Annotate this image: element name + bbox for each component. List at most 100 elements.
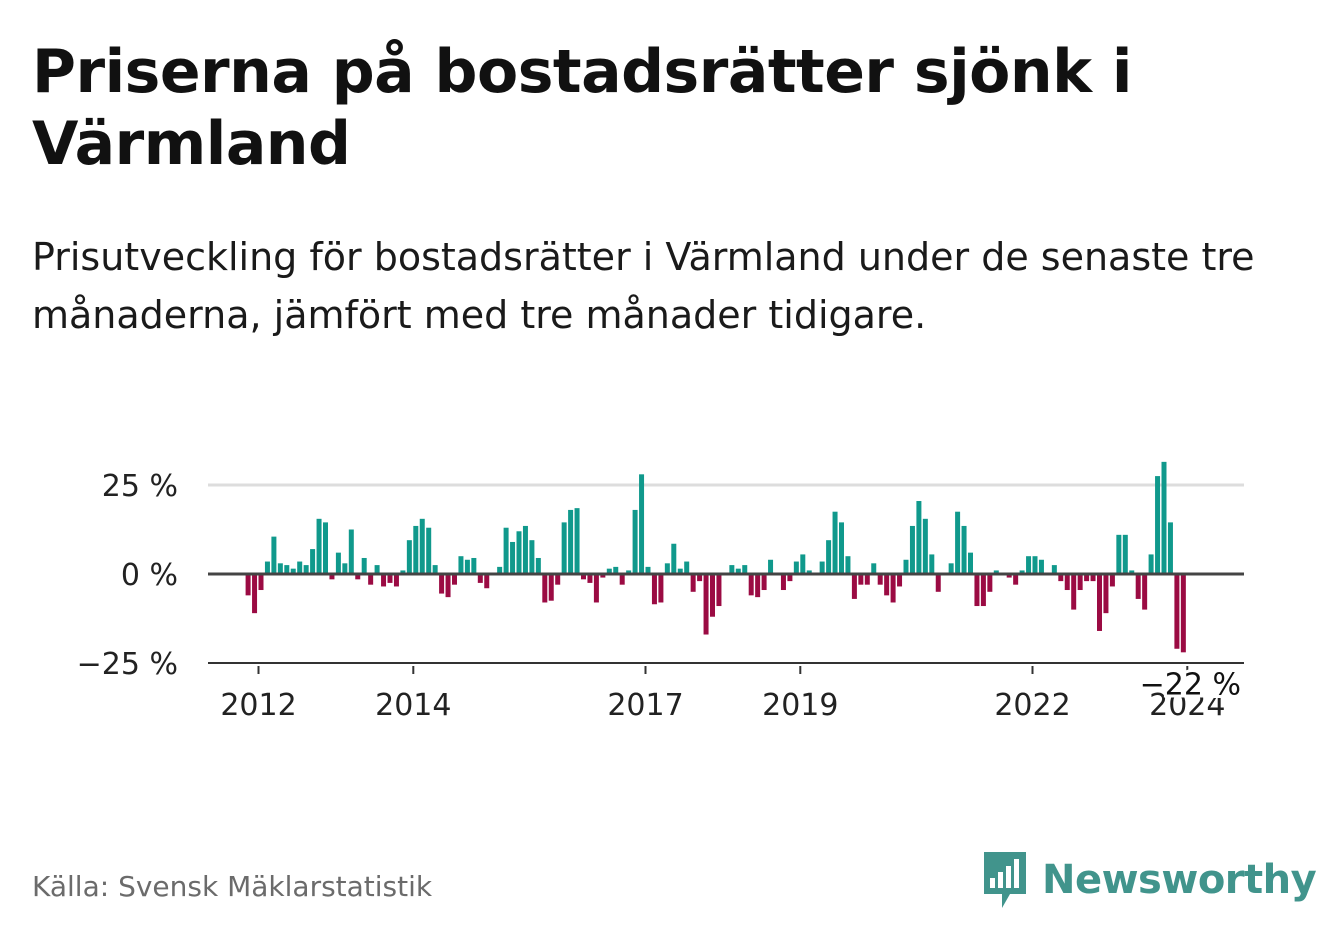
- bar: [477, 574, 483, 583]
- bar: [361, 557, 367, 574]
- bar: [316, 518, 322, 574]
- bar: [1051, 565, 1057, 574]
- bar: [1142, 574, 1148, 610]
- bar: [310, 549, 316, 574]
- bar: [716, 574, 722, 607]
- bar: [884, 574, 890, 596]
- bar: [348, 529, 354, 574]
- bar: [1109, 574, 1115, 587]
- bar: [303, 565, 309, 574]
- source-credit: Källa: Svensk Mäklarstatistik: [32, 870, 433, 903]
- bar: [632, 509, 638, 574]
- bar: [374, 565, 380, 574]
- bar: [703, 574, 709, 635]
- bar: [548, 574, 554, 601]
- bar: [961, 525, 967, 574]
- brand-name: Newsworthy: [1042, 857, 1317, 903]
- bar: [800, 554, 806, 574]
- bar: [471, 557, 477, 574]
- bar: [839, 522, 844, 574]
- bar: [613, 566, 619, 574]
- bar: [897, 574, 903, 587]
- bar: [619, 574, 625, 585]
- bar: [974, 574, 980, 607]
- bar: [510, 541, 516, 574]
- bar: [1090, 574, 1096, 582]
- bar: [871, 563, 877, 574]
- bar: [935, 574, 941, 592]
- bar: [277, 563, 283, 574]
- bar: [264, 561, 270, 574]
- bar: [903, 559, 909, 574]
- bar: [1032, 556, 1038, 574]
- x-tick-label: 2019: [762, 688, 838, 723]
- bar: [826, 540, 832, 574]
- grid-layer: [208, 483, 1244, 664]
- bar: [787, 574, 793, 582]
- bar: [864, 574, 870, 585]
- y-tick-label: 25 %: [102, 469, 178, 504]
- y-tick-label: 0 %: [121, 558, 178, 593]
- bar: [593, 574, 599, 603]
- bar: [651, 574, 657, 605]
- bar: [755, 574, 761, 598]
- bar: [806, 570, 812, 574]
- bar: [768, 559, 774, 574]
- bar: [432, 565, 438, 574]
- bar: [690, 574, 696, 592]
- bar: [1103, 574, 1109, 614]
- bar: [368, 574, 374, 585]
- bar: [568, 509, 574, 574]
- bar: [252, 574, 258, 614]
- axis-layer: 25 % 0 % −25 % 2012 2014 2017 2019 2022 2024−22 …: [77, 469, 1244, 723]
- bar: [1013, 574, 1019, 585]
- bar: [245, 574, 251, 596]
- bar: [922, 518, 928, 574]
- bar: [426, 527, 432, 574]
- x-tick-label: 2012: [220, 688, 296, 723]
- bar: [1006, 574, 1012, 578]
- bar: [968, 552, 973, 574]
- bar: [284, 565, 290, 574]
- bar: [1116, 534, 1122, 574]
- bar: [290, 568, 296, 574]
- bar: [929, 554, 935, 574]
- bar: [516, 531, 522, 574]
- x-tick-label: 2024: [1149, 688, 1225, 723]
- bar: [574, 508, 580, 574]
- bar: [677, 568, 683, 574]
- bar: [845, 556, 851, 574]
- bar: [1058, 574, 1064, 582]
- bar: [413, 525, 419, 574]
- bar: [735, 568, 741, 574]
- bar: [955, 511, 961, 574]
- bar: [555, 574, 561, 585]
- bar: [1019, 570, 1025, 574]
- bar: [323, 522, 328, 574]
- bar: [645, 566, 651, 574]
- bar: [890, 574, 896, 603]
- x-tick-label: 2014: [375, 688, 451, 723]
- bar: [445, 574, 451, 598]
- bar: [1135, 574, 1141, 599]
- bar: [1084, 574, 1090, 582]
- bar: [335, 552, 341, 574]
- bar: [581, 574, 586, 580]
- bar: [1038, 559, 1044, 574]
- newsworthy-bar-chart-icon: [984, 852, 1026, 908]
- bar: [626, 570, 632, 574]
- bar: [529, 540, 535, 574]
- x-tick-label: 2017: [607, 688, 683, 723]
- bar: [684, 561, 690, 574]
- bar: [542, 574, 548, 603]
- bar: [522, 525, 528, 574]
- bar: [497, 566, 503, 574]
- bar: [606, 568, 612, 574]
- bar: [1064, 574, 1070, 591]
- bar: [458, 556, 464, 574]
- chart-title: Priserna på bostadsrätter sjönk i Värmla…: [32, 37, 1132, 179]
- bar: [877, 574, 883, 585]
- bar: [271, 536, 277, 574]
- bar: [452, 574, 457, 585]
- newsworthy-logo[interactable]: Newsworthy: [980, 850, 1317, 910]
